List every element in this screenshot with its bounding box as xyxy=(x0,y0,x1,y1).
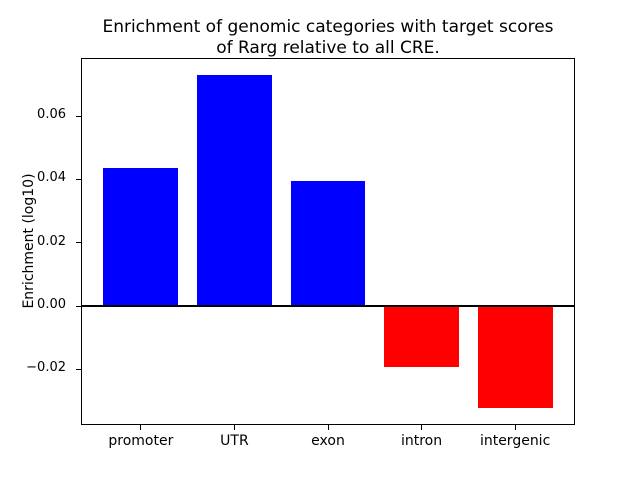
x-tick-label: promoter xyxy=(108,433,174,449)
y-tick-mark xyxy=(76,305,81,307)
y-tick-label: 0.06 xyxy=(37,107,66,123)
y-tick-mark xyxy=(76,178,81,180)
zero-line xyxy=(81,304,575,308)
bar-intergenic xyxy=(477,306,553,409)
x-tick-mark xyxy=(233,425,235,430)
chart-title: Enrichment of genomic categories with ta… xyxy=(81,17,575,59)
y-tick-mark xyxy=(76,115,81,117)
bar-promoter xyxy=(103,168,179,307)
bar-UTR xyxy=(197,74,272,307)
x-tick-mark xyxy=(514,425,516,430)
x-tick-label: UTR xyxy=(220,433,249,449)
y-tick-label: 0.04 xyxy=(37,170,66,186)
x-tick-mark xyxy=(327,425,329,430)
y-tick-mark xyxy=(76,242,81,244)
y-tick-label: 0.02 xyxy=(37,233,66,249)
bar-intron xyxy=(384,306,459,367)
chart-title-line1: Enrichment of genomic categories with ta… xyxy=(102,17,554,37)
y-tick-mark xyxy=(76,368,81,370)
y-tick-label: 0.00 xyxy=(37,297,66,313)
x-tick-mark xyxy=(140,425,142,430)
bar-exon xyxy=(290,181,366,307)
x-tick-mark xyxy=(421,425,423,430)
chart-title-line2: of Rarg relative to all CRE. xyxy=(216,38,440,58)
x-tick-label: exon xyxy=(311,433,345,449)
x-tick-label: intron xyxy=(400,433,443,449)
y-tick-label: −0.02 xyxy=(26,360,66,376)
x-tick-label: intergenic xyxy=(479,433,551,449)
